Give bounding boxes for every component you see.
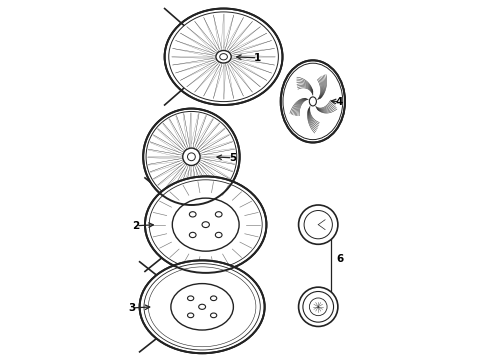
- Ellipse shape: [211, 296, 217, 301]
- Ellipse shape: [216, 232, 222, 238]
- Ellipse shape: [309, 97, 317, 106]
- Ellipse shape: [140, 260, 265, 353]
- Ellipse shape: [189, 232, 196, 238]
- Text: 2: 2: [132, 221, 140, 231]
- Text: 3: 3: [129, 303, 136, 313]
- Ellipse shape: [172, 198, 239, 251]
- Ellipse shape: [211, 313, 217, 318]
- Text: 4: 4: [336, 97, 343, 107]
- Ellipse shape: [202, 222, 209, 228]
- Ellipse shape: [216, 212, 222, 217]
- Text: 6: 6: [336, 254, 343, 264]
- Ellipse shape: [143, 109, 240, 205]
- Ellipse shape: [183, 148, 200, 166]
- Ellipse shape: [191, 20, 206, 93]
- Ellipse shape: [145, 176, 267, 273]
- Text: 5: 5: [229, 153, 236, 163]
- Ellipse shape: [188, 296, 194, 301]
- Ellipse shape: [173, 279, 188, 334]
- Text: 1: 1: [254, 53, 261, 63]
- Ellipse shape: [174, 188, 189, 261]
- Ellipse shape: [171, 284, 233, 330]
- Ellipse shape: [298, 205, 338, 244]
- Ellipse shape: [188, 313, 194, 318]
- Ellipse shape: [216, 50, 231, 63]
- Ellipse shape: [189, 212, 196, 217]
- Ellipse shape: [298, 287, 338, 327]
- Ellipse shape: [281, 60, 345, 143]
- Ellipse shape: [169, 12, 278, 102]
- Ellipse shape: [170, 274, 185, 339]
- Ellipse shape: [199, 304, 206, 309]
